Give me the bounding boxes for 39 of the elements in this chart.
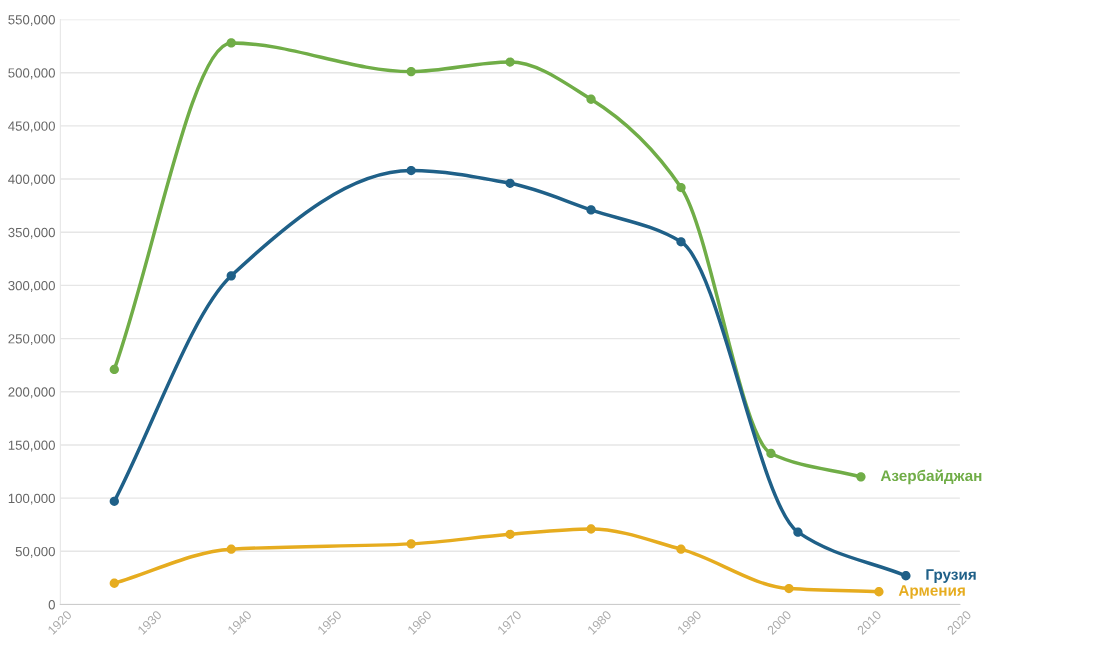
point: [505, 529, 515, 539]
point: [109, 364, 119, 375]
y-tick-label: 150,000: [8, 440, 55, 452]
point: [226, 544, 236, 554]
point: [505, 178, 515, 188]
point: [586, 524, 596, 534]
point: [874, 587, 884, 597]
series-label: Грузия: [926, 569, 976, 583]
series-label: Армения: [898, 585, 965, 599]
y-tick-label: 0: [48, 600, 55, 610]
y-tick-label: 350,000: [8, 227, 55, 239]
point: [109, 496, 119, 506]
y-tick-label: 500,000: [8, 68, 55, 80]
point: [406, 66, 416, 77]
y-tick-label: 550,000: [8, 15, 55, 26]
y-tick-label: 50,000: [15, 546, 55, 558]
point: [793, 527, 803, 537]
y-tick-label: 100,000: [8, 493, 55, 505]
point: [676, 237, 686, 247]
point: [586, 205, 596, 215]
y-tick-label: 200,000: [8, 387, 55, 399]
y-tick-label: 250,000: [8, 334, 55, 346]
point: [226, 271, 236, 281]
point: [901, 571, 911, 581]
point: [676, 182, 686, 193]
point: [586, 94, 596, 104]
series-label: Азербайджан: [880, 469, 982, 485]
point: [406, 165, 416, 176]
point: [226, 38, 236, 48]
y-tick-label: 450,000: [8, 121, 55, 133]
point: [784, 583, 794, 594]
point: [505, 57, 515, 67]
point: [109, 578, 119, 588]
point: [856, 472, 866, 482]
point: [676, 544, 686, 554]
y-tick-label: 300,000: [8, 280, 55, 292]
point: [766, 448, 776, 459]
point: [406, 539, 416, 549]
y-tick-label: 400,000: [8, 174, 55, 186]
